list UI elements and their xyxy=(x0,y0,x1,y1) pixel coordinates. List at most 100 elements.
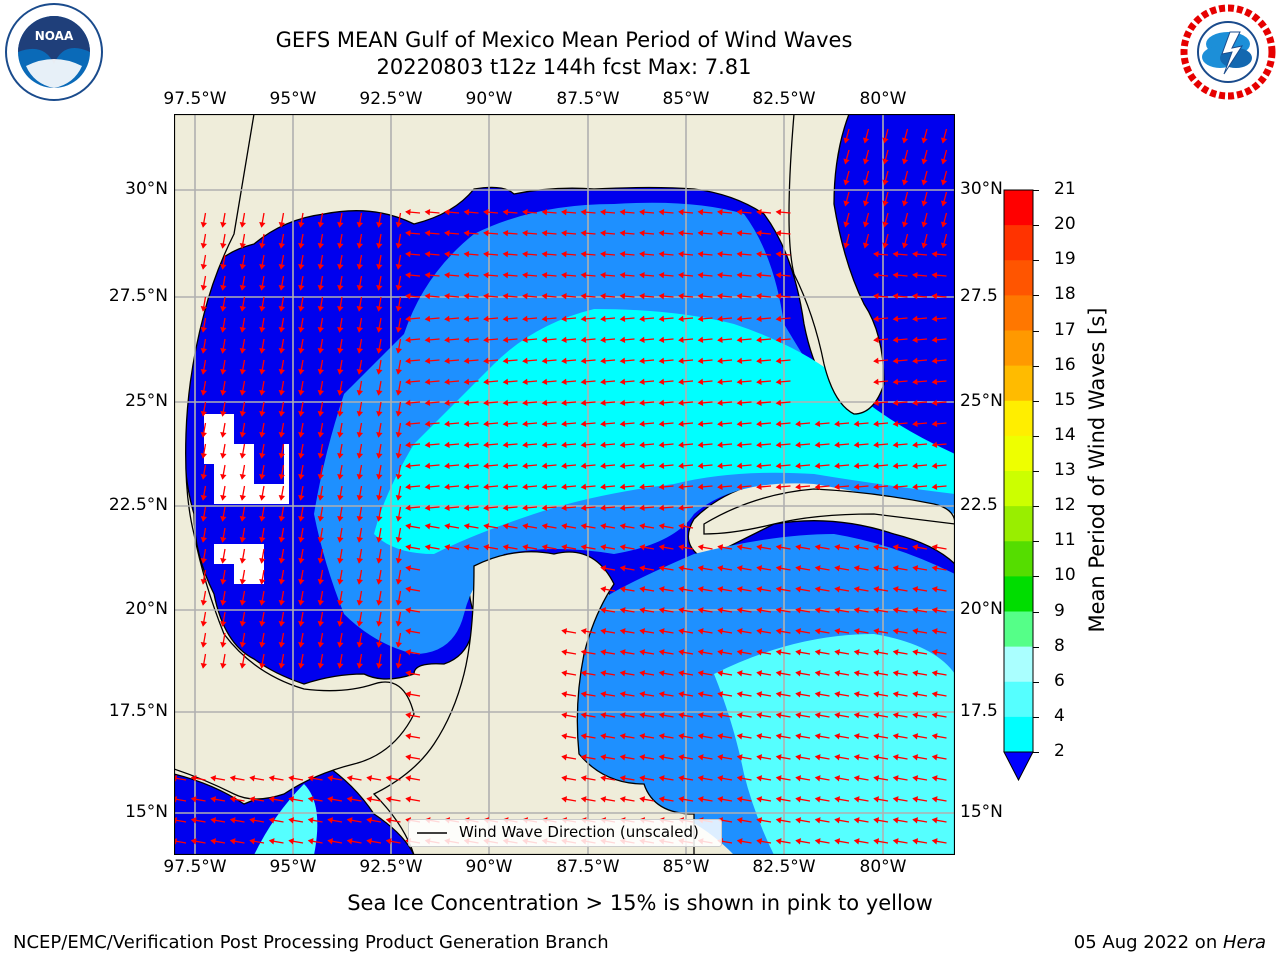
wind-arrow-head xyxy=(678,462,684,470)
wind-arrow-head xyxy=(756,315,762,323)
wind-arrow-head xyxy=(278,536,285,543)
wind-arrow-head xyxy=(463,336,470,344)
wind-arrow-head xyxy=(756,336,762,344)
wind-arrow-head xyxy=(259,662,266,669)
wind-arrow-head xyxy=(356,452,363,459)
wind-arrow-head xyxy=(385,817,392,824)
wind-arrow-head xyxy=(337,368,344,375)
colorbar-segment xyxy=(1004,225,1033,261)
wind-arrow-head xyxy=(502,250,509,258)
wind-arrow-head xyxy=(697,229,704,237)
wind-arrow-head xyxy=(600,649,607,656)
wind-arrow-head xyxy=(912,607,919,614)
wind-arrow-head xyxy=(483,250,489,258)
wind-arrow-head xyxy=(298,473,305,480)
wind-arrow-head xyxy=(834,441,840,449)
wind-arrow-head xyxy=(775,691,782,698)
wind-arrow-head xyxy=(220,557,227,564)
wind-arrow-head xyxy=(444,292,450,300)
wind-arrow-head xyxy=(600,565,607,572)
wind-arrow-head xyxy=(239,368,246,375)
wind-arrow-head xyxy=(561,399,567,407)
wind-arrow-head xyxy=(658,796,665,803)
wind-arrow-head xyxy=(775,271,782,279)
wind-arrow-head xyxy=(239,641,246,648)
wind-arrow-head xyxy=(580,775,587,782)
wind-arrow-head xyxy=(317,557,324,564)
wind-arrow-head xyxy=(561,628,568,635)
wind-arrow-head xyxy=(580,336,587,344)
wind-arrow-head xyxy=(834,817,841,824)
wind-arrow-head xyxy=(921,200,928,207)
wind-arrow-head xyxy=(873,628,880,635)
wind-arrow-head xyxy=(376,347,383,354)
wind-arrow-head xyxy=(317,452,324,459)
wind-arrow-head xyxy=(220,536,227,543)
wind-arrow-head xyxy=(580,208,587,216)
wind-arrow-head xyxy=(912,754,919,761)
wind-arrow-head xyxy=(795,628,802,635)
wind-arrow-head xyxy=(220,578,227,585)
wind-arrow-head xyxy=(463,208,470,216)
wind-arrow-head xyxy=(736,544,743,551)
lat-tick-right: 15°N xyxy=(960,802,1003,822)
wind-arrow-head xyxy=(775,420,782,428)
wind-arrow-head xyxy=(873,483,879,491)
wind-arrow-head xyxy=(814,586,821,593)
wind-arrow-head xyxy=(268,817,275,824)
wind-arrow-head xyxy=(873,292,879,300)
wind-arrow-head xyxy=(736,649,743,656)
wind-arrow-head xyxy=(678,336,684,344)
wind-arrow-head xyxy=(395,599,402,606)
wind-arrow-head xyxy=(580,271,587,279)
wind-arrow-head xyxy=(444,399,450,407)
wind-arrow-head xyxy=(239,578,246,585)
wind-arrow-head xyxy=(356,263,363,270)
lon-tick-top: 97.5°W xyxy=(163,89,227,109)
wind-arrow-head xyxy=(522,420,528,428)
wind-arrow-head xyxy=(249,838,256,845)
wind-arrow-head xyxy=(853,733,860,740)
wind-arrow-head xyxy=(600,378,606,386)
wind-arrow-head xyxy=(756,838,763,845)
wind-arrow-head xyxy=(317,221,324,228)
wind-arrow-head xyxy=(405,691,412,698)
wind-arrow-head xyxy=(278,641,285,648)
wind-arrow-head xyxy=(639,420,645,428)
wind-arrow-head xyxy=(600,712,607,719)
wind-arrow-head xyxy=(259,221,266,228)
wind-arrow-head xyxy=(678,441,684,449)
wind-arrow-head xyxy=(249,817,256,824)
wind-arrow-head xyxy=(561,670,568,677)
wind-arrow-head xyxy=(795,691,802,698)
wind-arrow-head xyxy=(424,504,431,512)
wind-arrow-head xyxy=(814,462,821,470)
wind-arrow-head xyxy=(873,565,880,572)
colorbar-tick: 9 xyxy=(1054,600,1065,621)
wind-arrow-head xyxy=(931,462,938,470)
wind-arrow-head xyxy=(580,462,587,470)
wind-arrow-head xyxy=(775,712,782,719)
wind-arrow-head xyxy=(795,670,802,677)
wind-arrow-head xyxy=(775,336,782,344)
wind-arrow-head xyxy=(931,712,938,719)
wind-arrow-head xyxy=(580,420,587,428)
wind-arrow-head xyxy=(912,796,919,803)
wind-arrow-head xyxy=(862,179,870,186)
wind-arrow-head xyxy=(278,410,285,417)
wind-arrow-head xyxy=(356,368,363,375)
wind-arrow-head xyxy=(405,504,411,512)
wind-arrow-head xyxy=(502,462,509,470)
colorbar-tick-mark xyxy=(1033,400,1039,402)
wind-arrow-head xyxy=(239,515,246,522)
colorbar-tick-mark xyxy=(1033,295,1039,297)
wind-arrow-head xyxy=(463,462,470,470)
wind-arrow-head xyxy=(444,250,450,258)
wind-arrow-head xyxy=(873,670,880,677)
wind-arrow-head xyxy=(239,494,246,501)
wind-arrow-head xyxy=(639,462,645,470)
wind-arrow-head xyxy=(931,838,938,845)
colorbar-segment xyxy=(1004,400,1033,437)
wind-arrow-head xyxy=(405,315,411,323)
wind-arrow-head xyxy=(600,357,606,365)
